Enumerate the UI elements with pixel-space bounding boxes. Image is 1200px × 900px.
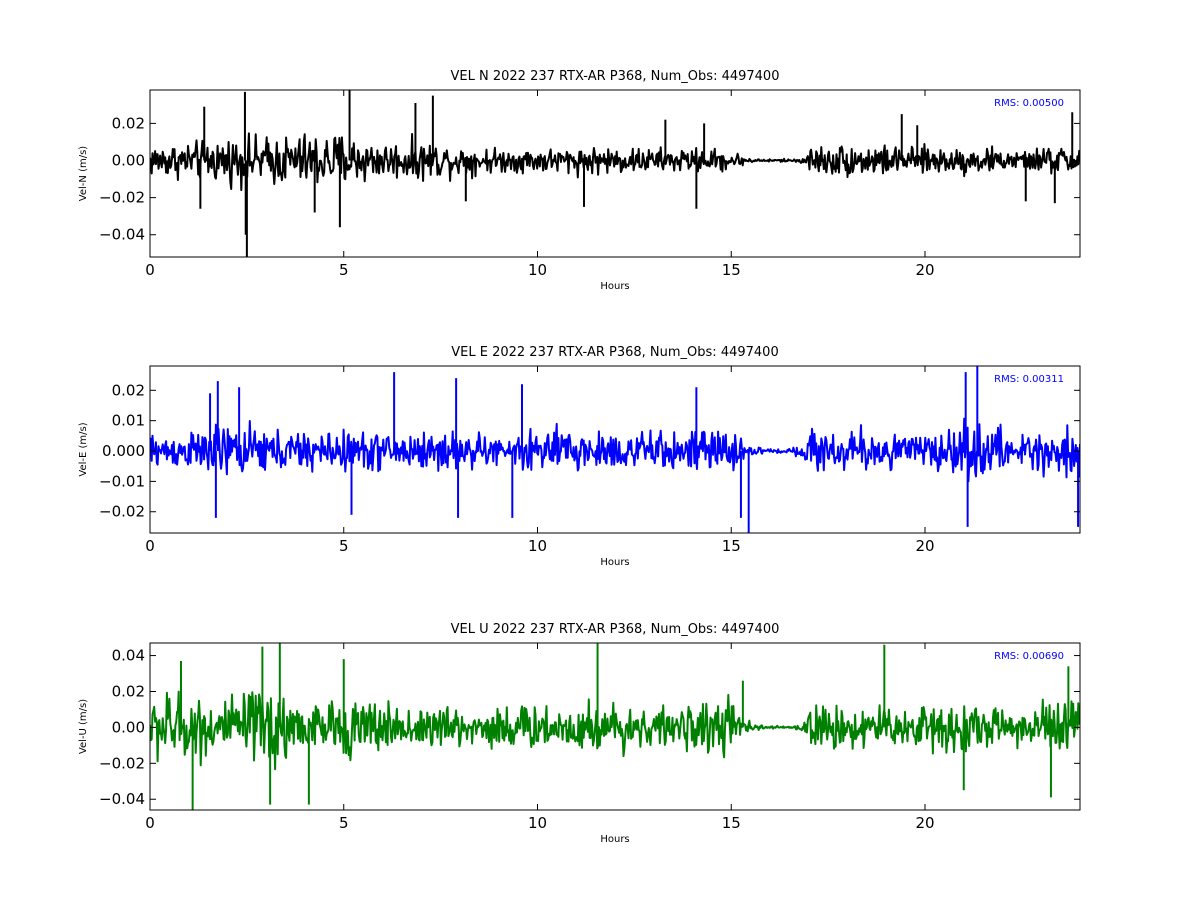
y-tick-label: −0.01 <box>99 472 145 490</box>
x-tick-label: 15 <box>722 814 741 832</box>
chart-title: VEL N 2022 237 RTX-AR P368, Num_Obs: 449… <box>451 69 780 84</box>
y-tick-label: −0.02 <box>99 503 145 521</box>
plot-frame <box>149 89 1081 258</box>
y-tick-label: −0.04 <box>99 226 145 244</box>
series-group <box>150 90 1080 257</box>
x-tick-label: 20 <box>915 537 934 555</box>
x-tick-label: 0 <box>145 537 155 555</box>
chart-title: VEL U 2022 237 RTX-AR P368, Num_Obs: 449… <box>451 622 780 637</box>
x-tick-label: 10 <box>528 261 547 279</box>
rms-annotation: RMS: 0.00690 <box>994 651 1064 662</box>
y-tick-label: −0.02 <box>99 754 145 772</box>
x-axis-label: Hours <box>600 557 629 568</box>
y-axis-label: Vel-N (m/s) <box>78 146 89 201</box>
y-tick-label: 0.00 <box>112 152 145 170</box>
x-tick-label: 5 <box>339 537 349 555</box>
series-line <box>150 690 1080 771</box>
x-tick-label: 10 <box>528 537 547 555</box>
x-tick-label: 0 <box>145 261 155 279</box>
rms-annotation: RMS: 0.00311 <box>994 374 1064 385</box>
series-group <box>150 643 1080 810</box>
y-tick-label: 0.02 <box>112 114 145 132</box>
x-axis-label: Hours <box>600 281 629 292</box>
subplot-1: VEL N 2022 237 RTX-AR P368, Num_Obs: 449… <box>78 69 1081 292</box>
y-tick-label: 0.000 <box>102 442 145 460</box>
y-tick-label: 0.02 <box>112 381 145 399</box>
y-axis-label: Vel-E (m/s) <box>78 422 89 476</box>
x-tick-label: 20 <box>915 814 934 832</box>
x-tick-label: 5 <box>339 261 349 279</box>
plot-frame <box>149 642 1081 811</box>
plot-frame <box>149 365 1081 534</box>
x-tick-label: 10 <box>528 814 547 832</box>
y-tick-label: 0.02 <box>112 682 145 700</box>
series-line <box>150 417 1080 483</box>
x-tick-label: 15 <box>722 261 741 279</box>
y-tick-label: 0.00 <box>112 718 145 736</box>
x-tick-label: 0 <box>145 814 155 832</box>
y-tick-label: 0.01 <box>112 412 145 430</box>
y-tick-label: −0.02 <box>99 189 145 207</box>
x-tick-label: 15 <box>722 537 741 555</box>
y-tick-label: −0.04 <box>99 790 145 808</box>
subplot-2: VEL E 2022 237 RTX-AR P368, Num_Obs: 449… <box>78 345 1081 568</box>
rms-annotation: RMS: 0.00500 <box>994 98 1064 109</box>
y-axis-label: Vel-U (m/s) <box>78 699 89 754</box>
x-tick-label: 20 <box>915 261 934 279</box>
series-group <box>150 366 1080 533</box>
series-line <box>150 132 1080 192</box>
chart-title: VEL E 2022 237 RTX-AR P368, Num_Obs: 449… <box>451 345 778 360</box>
subplot-3: VEL U 2022 237 RTX-AR P368, Num_Obs: 449… <box>78 622 1081 845</box>
x-axis-label: Hours <box>600 834 629 845</box>
x-tick-label: 5 <box>339 814 349 832</box>
y-tick-label: 0.04 <box>112 647 145 665</box>
